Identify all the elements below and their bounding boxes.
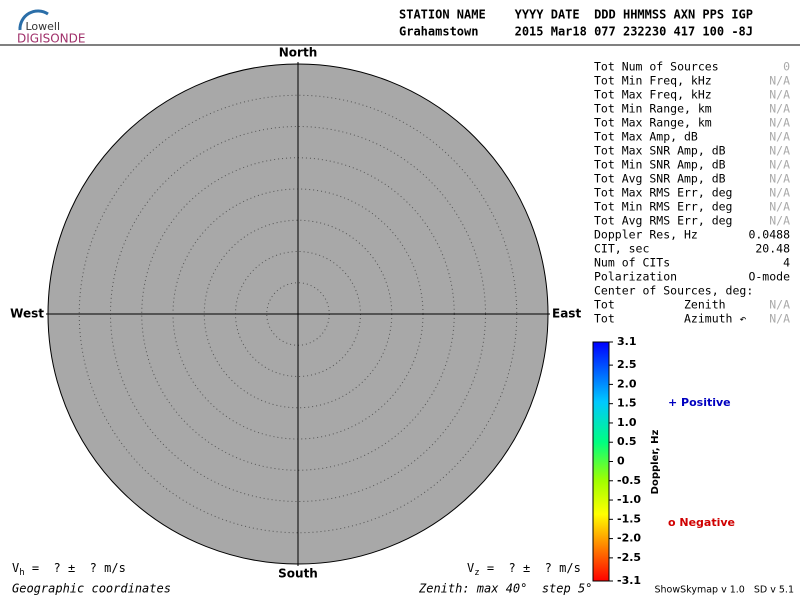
skymap-plot — [46, 62, 550, 566]
stat-value: 0 — [783, 60, 790, 74]
zenith-label: Zenith: max 40° step 5° — [418, 582, 592, 596]
stat-value: N/A — [769, 102, 790, 116]
stat-value: N/A — [769, 158, 790, 172]
stat-value: O-mode — [748, 270, 790, 284]
stat-value: N/A — [769, 312, 790, 326]
stat-value: N/A — [769, 116, 790, 130]
stat-value: N/A — [769, 214, 790, 228]
stat-label: Polarization — [594, 270, 677, 284]
stat-label: Num of CITs — [594, 256, 670, 270]
compass-north: North — [279, 46, 317, 60]
compass-south: South — [278, 567, 318, 581]
colorbar-tick-label: -0.5 — [617, 474, 641, 487]
header-values: Grahamstown 2015 Mar18 077 232230 417 10… — [399, 25, 753, 39]
colorbar-tick-label: -1.5 — [617, 512, 641, 525]
stat-label: Tot Max RMS Err, deg — [594, 186, 732, 200]
stat-value: N/A — [769, 200, 790, 214]
header-labels: STATION NAME YYYY DATE DDD HHMMSS AXN PP… — [399, 8, 753, 22]
stat-label: Tot Avg RMS Err, deg — [594, 214, 732, 228]
colorbar-title: Doppler, Hz — [650, 430, 661, 495]
stat-label: Tot Zenith — [594, 298, 726, 312]
colorbar-tick-label: 3.1 — [617, 335, 637, 348]
version-label: ShowSkymap v 1.0 SD v 5.1 — [655, 585, 795, 596]
colorbar — [592, 341, 610, 582]
vz-label: Vz = ? ± ? m/s — [467, 561, 581, 578]
stat-label: Tot Azimuth ↶ — [594, 312, 746, 326]
stat-value: N/A — [769, 172, 790, 186]
compass-west: West — [10, 307, 44, 321]
stat-value: 0.0488 — [748, 228, 790, 242]
stat-value: 4 — [783, 256, 790, 270]
logo-bottom: DIGISONDE — [17, 32, 85, 46]
stat-value: N/A — [769, 144, 790, 158]
stat-label: Tot Max Amp, dB — [594, 130, 698, 144]
stat-label: Tot Min RMS Err, deg — [594, 200, 732, 214]
stat-value: N/A — [769, 74, 790, 88]
legend-negative: o Negative — [668, 516, 735, 529]
stats-panel: Tot Num of Sources 0 Tot Min Freq, kHz N/A T… — [594, 60, 790, 326]
stat-label: Tot Min Range, km — [594, 102, 712, 116]
stat-value: N/A — [769, 298, 790, 312]
stat-label: CIT, sec — [594, 242, 649, 256]
stat-value: N/A — [769, 130, 790, 144]
logo-arc — [18, 9, 49, 31]
colorbar-tick-label: -3.1 — [617, 574, 641, 587]
stat-label: Tot Num of Sources — [594, 60, 719, 74]
colorbar-tick-label: -2.0 — [617, 532, 641, 545]
coordinates-label: Geographic coordinates — [12, 582, 171, 596]
colorbar-tick-label: -1.0 — [617, 493, 641, 506]
stat-label: Doppler Res, Hz — [594, 228, 698, 242]
stat-value: 20.48 — [755, 242, 790, 256]
stat-label: Tot Max Range, km — [594, 116, 712, 130]
stat-label: Tot Min SNR Amp, dB — [594, 158, 726, 172]
colorbar-ticks: 3.1 2.5 2.0 1.5 1.0 0.5 0 -0.5 -1.0 -1.5 -2.0 -2.5 -… — [609, 335, 641, 587]
colorbar-tick-label: 2.0 — [617, 377, 637, 390]
legend-positive: + Positive — [668, 396, 731, 409]
colorbar-tick-label: 0 — [617, 455, 625, 468]
stat-label: Tot Avg SNR Amp, dB — [594, 172, 726, 186]
compass-east: East — [552, 307, 581, 321]
stat-value: N/A — [769, 186, 790, 200]
colorbar-tick-label: 2.5 — [617, 358, 637, 371]
colorbar-tick-label: 1.5 — [617, 397, 637, 410]
logo-top: Lowell — [25, 20, 60, 33]
colorbar-tick-label: 0.5 — [617, 435, 637, 448]
vh-label: Vh = ? ± ? m/s — [12, 561, 126, 578]
stat-label: Tot Max SNR Amp, dB — [594, 144, 726, 158]
stat-value: N/A — [769, 88, 790, 102]
stat-label: Tot Min Freq, kHz — [594, 74, 712, 88]
colorbar-tick-label: 1.0 — [617, 416, 637, 429]
stat-label: Center of Sources, deg: — [594, 284, 753, 298]
colorbar-tick-label: -2.5 — [617, 551, 641, 564]
stat-label: Tot Max Freq, kHz — [594, 88, 712, 102]
